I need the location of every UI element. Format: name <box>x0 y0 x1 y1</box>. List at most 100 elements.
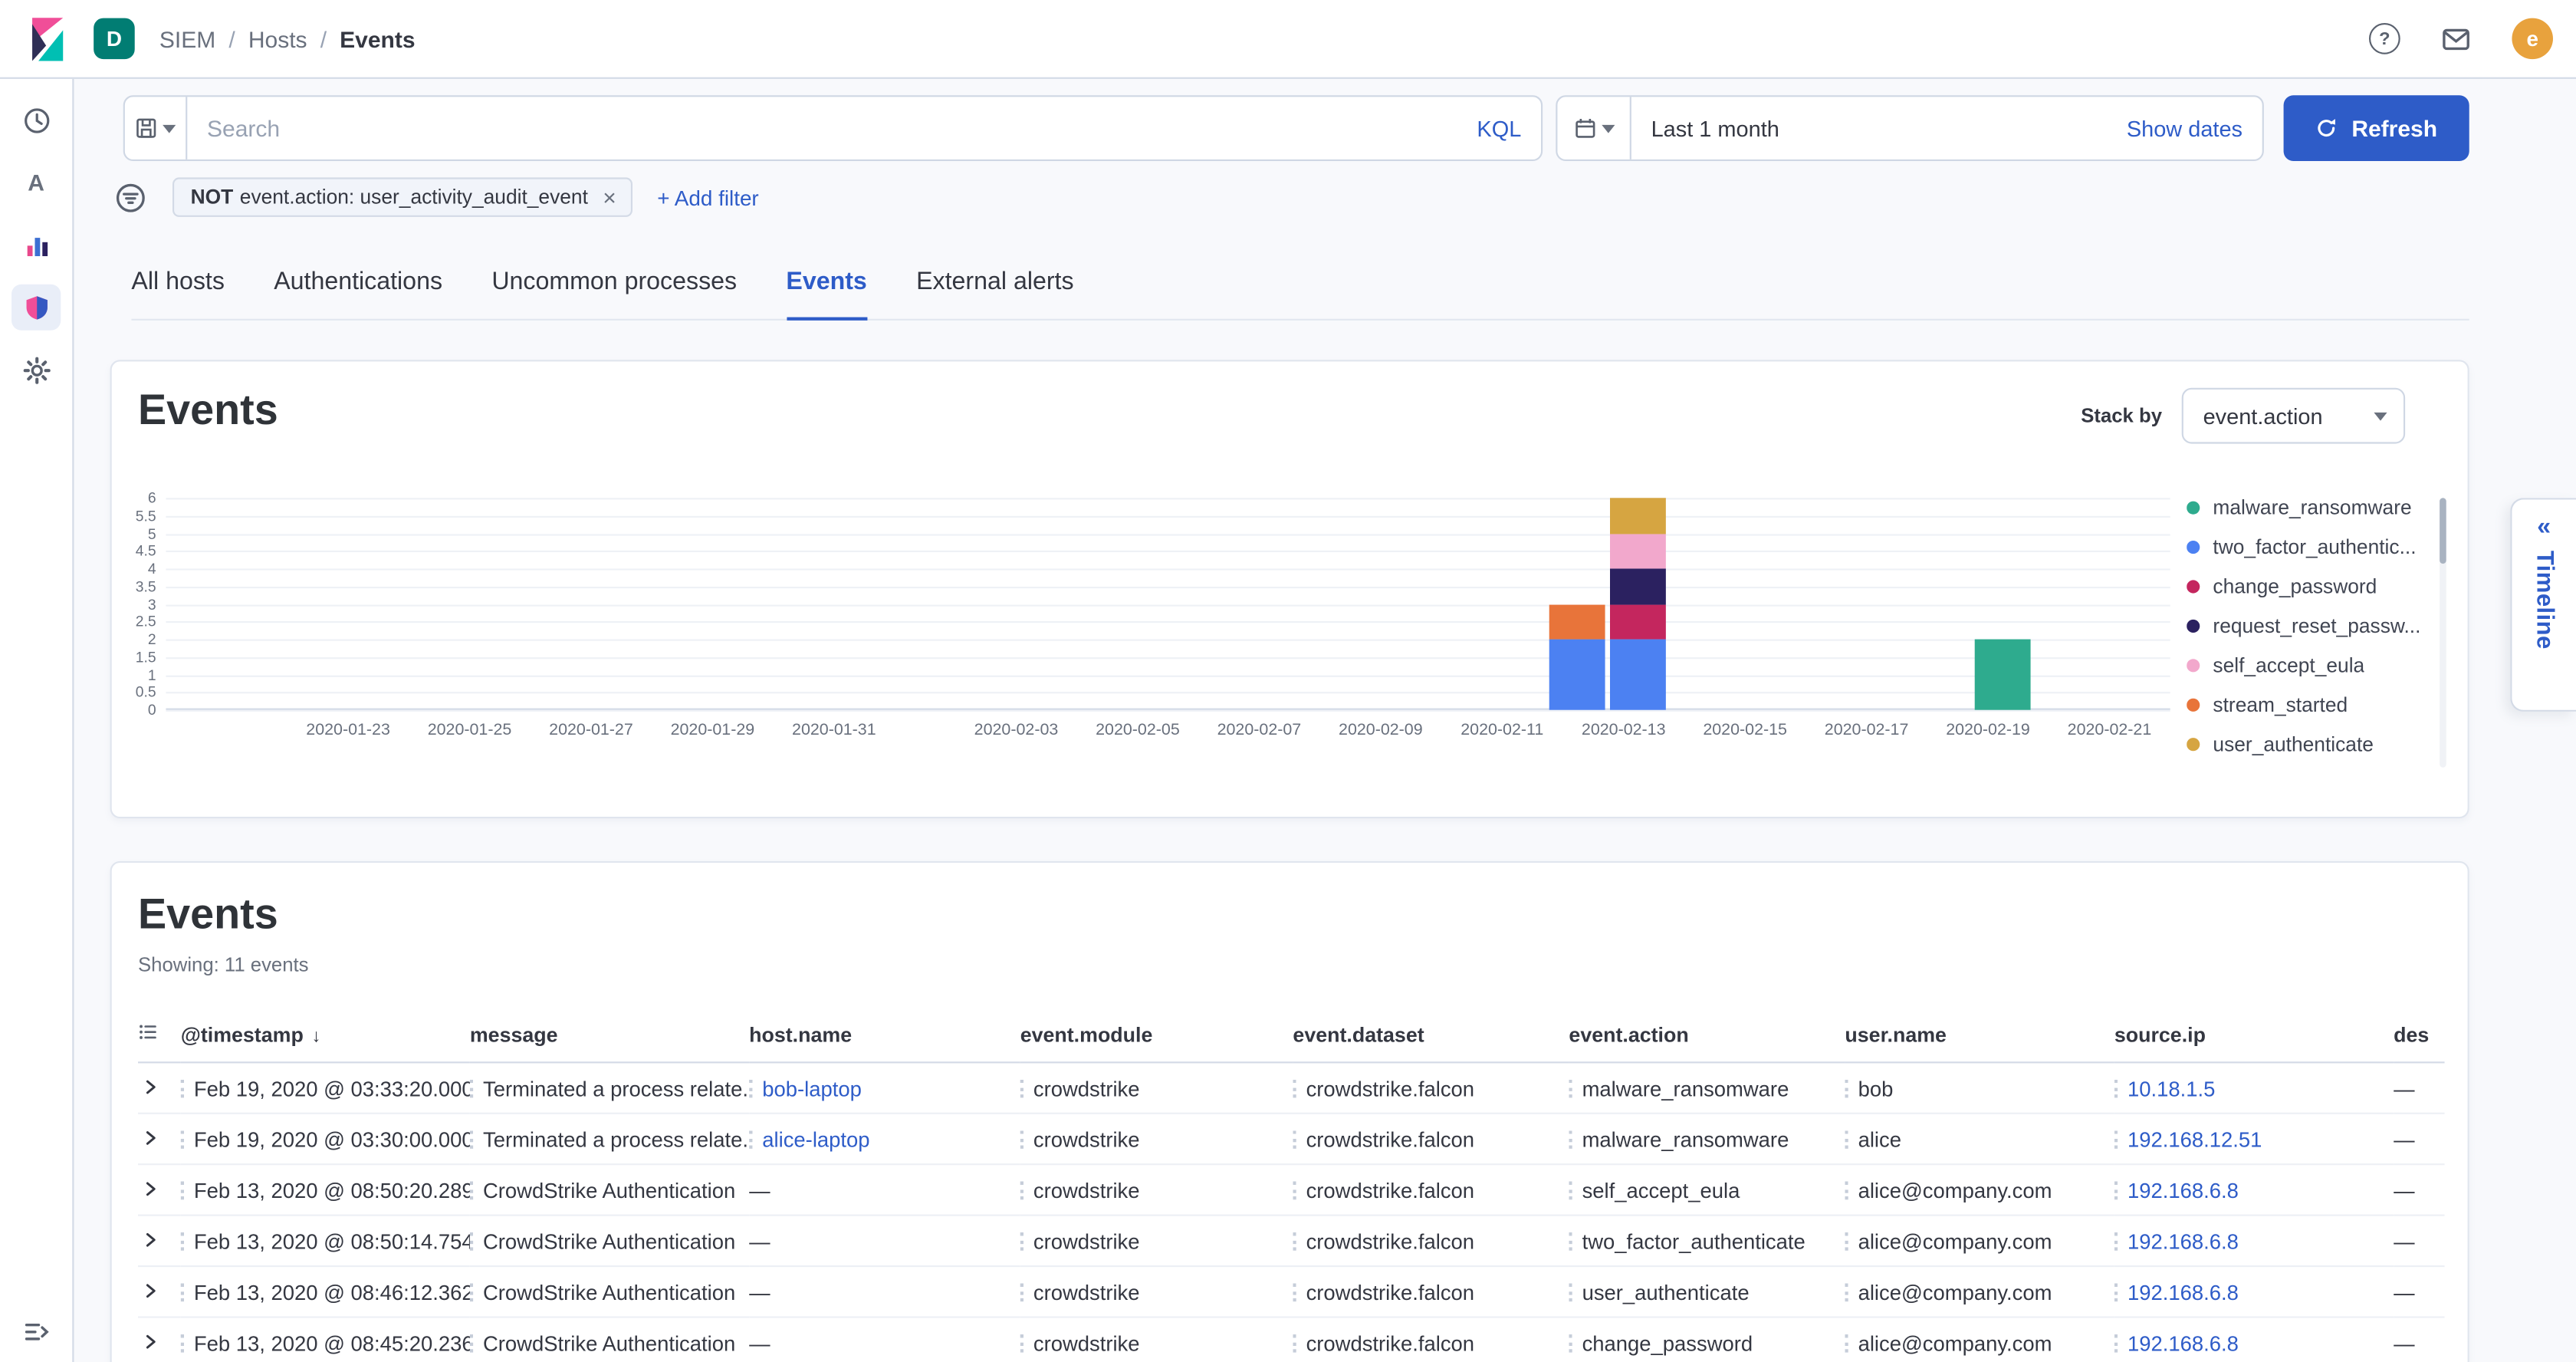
drag-handle-icon[interactable] <box>1293 1232 1296 1250</box>
cell-message[interactable]: CrowdStrike Authentication <box>483 1228 736 1253</box>
drag-handle-icon[interactable] <box>469 1333 474 1352</box>
expand-row-icon[interactable] <box>138 1077 159 1096</box>
search-input[interactable] <box>187 97 1457 160</box>
cell-event.action[interactable]: malware_ransomware <box>1582 1126 1789 1152</box>
legend-item[interactable]: two_factor_authentic... <box>2187 534 2433 558</box>
breadcrumb-hosts[interactable]: Hosts <box>248 25 307 52</box>
space-badge[interactable]: D <box>94 18 135 60</box>
cell-source.ip[interactable]: 192.168.6.8 <box>2128 1228 2239 1253</box>
legend-item[interactable]: stream_started <box>2187 692 2433 716</box>
cell-host.name[interactable]: alice-laptop <box>762 1126 870 1152</box>
dock-navigation-icon[interactable] <box>0 1318 74 1346</box>
drag-handle-icon[interactable] <box>469 1180 474 1199</box>
tab-events[interactable]: Events <box>786 268 867 321</box>
filter-options-icon[interactable] <box>115 182 146 213</box>
cell-event.dataset[interactable]: crowdstrike.falcon <box>1306 1177 1475 1202</box>
saved-query-menu-button[interactable] <box>125 97 188 160</box>
cell-event.dataset[interactable]: crowdstrike.falcon <box>1306 1126 1475 1152</box>
breadcrumb-siem[interactable]: SIEM <box>159 25 216 52</box>
drag-handle-icon[interactable] <box>1020 1282 1024 1301</box>
tab-authentications[interactable]: Authentications <box>274 268 443 296</box>
refresh-button[interactable]: Refresh <box>2283 95 2469 161</box>
cell-user.name[interactable]: bob <box>1858 1075 1894 1100</box>
cell-user.name[interactable]: alice <box>1858 1126 1901 1152</box>
security-app-icon[interactable] <box>12 284 61 331</box>
stack-by-select[interactable]: event.action <box>2181 387 2406 444</box>
drag-handle-icon[interactable] <box>180 1180 184 1199</box>
cell-message[interactable]: Terminated a process relate... <box>483 1126 750 1152</box>
bar-segment-two_factor_authenticate[interactable] <box>1610 639 1667 710</box>
expand-row-icon[interactable] <box>138 1281 159 1299</box>
drag-handle-icon[interactable] <box>1020 1333 1024 1352</box>
expand-row-icon[interactable] <box>138 1128 159 1147</box>
bar-segment-two_factor_authenticate[interactable] <box>1549 639 1606 710</box>
cell-message[interactable]: CrowdStrike Authentication <box>483 1330 736 1355</box>
tab-all-hosts[interactable]: All hosts <box>131 268 225 296</box>
drag-handle-icon[interactable] <box>1569 1078 1572 1097</box>
cell-event.dataset[interactable]: crowdstrike.falcon <box>1306 1279 1475 1304</box>
column-header-event-module[interactable]: event.module <box>1020 1015 1293 1064</box>
management-gear-icon[interactable] <box>12 347 61 393</box>
bar-segment-malware_ransomware[interactable] <box>1974 639 2031 710</box>
column-header-event-action[interactable]: event.action <box>1569 1015 1845 1064</box>
drag-handle-icon[interactable] <box>1845 1333 1848 1352</box>
drag-handle-icon[interactable] <box>1845 1282 1848 1301</box>
drag-handle-icon[interactable] <box>1845 1232 1848 1250</box>
drag-handle-icon[interactable] <box>749 1078 753 1097</box>
kql-button[interactable]: KQL <box>1477 116 1522 141</box>
column-header-message[interactable]: message <box>469 1015 750 1064</box>
drag-handle-icon[interactable] <box>1293 1130 1296 1148</box>
drag-handle-icon[interactable] <box>1845 1180 1848 1199</box>
expand-row-icon[interactable] <box>138 1230 159 1248</box>
legend-item[interactable]: self_accept_eula <box>2187 653 2433 677</box>
cell-@timestamp[interactable]: Feb 19, 2020 @ 03:30:00.000 <box>193 1126 470 1152</box>
drag-handle-icon[interactable] <box>1569 1282 1572 1301</box>
timeline-toggle[interactable]: « Timeline <box>2510 498 2576 712</box>
drag-handle-icon[interactable] <box>1020 1232 1024 1250</box>
recently-viewed-clock-icon[interactable] <box>12 97 61 143</box>
drag-handle-icon[interactable] <box>180 1232 184 1250</box>
drag-handle-icon[interactable] <box>1845 1130 1848 1148</box>
cell-user.name[interactable]: alice@company.com <box>1858 1279 2052 1304</box>
cell-source.ip[interactable]: 192.168.6.8 <box>2128 1279 2239 1304</box>
cell-@timestamp[interactable]: Feb 13, 2020 @ 08:50:14.754 <box>193 1228 470 1253</box>
drag-handle-icon[interactable] <box>1020 1130 1024 1148</box>
drag-handle-icon[interactable] <box>180 1130 184 1148</box>
legend-scrollbar-thumb[interactable] <box>2440 498 2446 564</box>
cell-message[interactable]: Terminated a process relate... <box>483 1075 750 1100</box>
analytics-bars-icon[interactable] <box>12 222 61 268</box>
cell-event.dataset[interactable]: crowdstrike.falcon <box>1306 1330 1475 1355</box>
drag-handle-icon[interactable] <box>1569 1333 1572 1352</box>
column-header-source-ip[interactable]: source.ip <box>2114 1015 2394 1064</box>
cell-@timestamp[interactable]: Feb 13, 2020 @ 08:50:20.289 <box>193 1177 470 1202</box>
drag-handle-icon[interactable] <box>1569 1232 1572 1250</box>
drag-handle-icon[interactable] <box>469 1078 474 1097</box>
bar-segment-change_password[interactable] <box>1610 604 1667 640</box>
cell-event.module[interactable]: crowdstrike <box>1033 1330 1140 1355</box>
column-header-host-name[interactable]: host.name <box>749 1015 1020 1064</box>
legend-item[interactable]: user_authenticate <box>2187 732 2433 756</box>
drag-handle-icon[interactable] <box>2114 1282 2118 1301</box>
fields-browser-icon[interactable] <box>138 1024 158 1047</box>
cell-@timestamp[interactable]: Feb 19, 2020 @ 03:33:20.000 <box>193 1075 470 1100</box>
cell-source.ip[interactable]: 192.168.6.8 <box>2128 1330 2239 1355</box>
nav-app-a[interactable]: A <box>28 169 44 196</box>
drag-handle-icon[interactable] <box>1569 1180 1572 1199</box>
drag-handle-icon[interactable] <box>2114 1180 2118 1199</box>
drag-handle-icon[interactable] <box>180 1078 184 1097</box>
drag-handle-icon[interactable] <box>1020 1078 1024 1097</box>
drag-handle-icon[interactable] <box>469 1232 474 1250</box>
drag-handle-icon[interactable] <box>180 1282 184 1301</box>
cell-user.name[interactable]: alice@company.com <box>1858 1330 2052 1355</box>
cell-event.module[interactable]: crowdstrike <box>1033 1126 1140 1152</box>
drag-handle-icon[interactable] <box>2114 1333 2118 1352</box>
cell-event.module[interactable]: crowdstrike <box>1033 1075 1140 1100</box>
filter-pill[interactable]: NOT event.action: user_activity_audit_ev… <box>172 177 633 217</box>
column-header-timestamp[interactable]: @timestamp ↓ <box>180 1015 470 1064</box>
cell-user.name[interactable]: alice@company.com <box>1858 1228 2052 1253</box>
cell-message[interactable]: CrowdStrike Authentication <box>483 1279 736 1304</box>
cell-host.name[interactable]: bob-laptop <box>762 1075 862 1100</box>
drag-handle-icon[interactable] <box>1569 1130 1572 1148</box>
legend-scrollbar[interactable] <box>2440 498 2446 768</box>
cell-message[interactable]: CrowdStrike Authentication <box>483 1177 736 1202</box>
